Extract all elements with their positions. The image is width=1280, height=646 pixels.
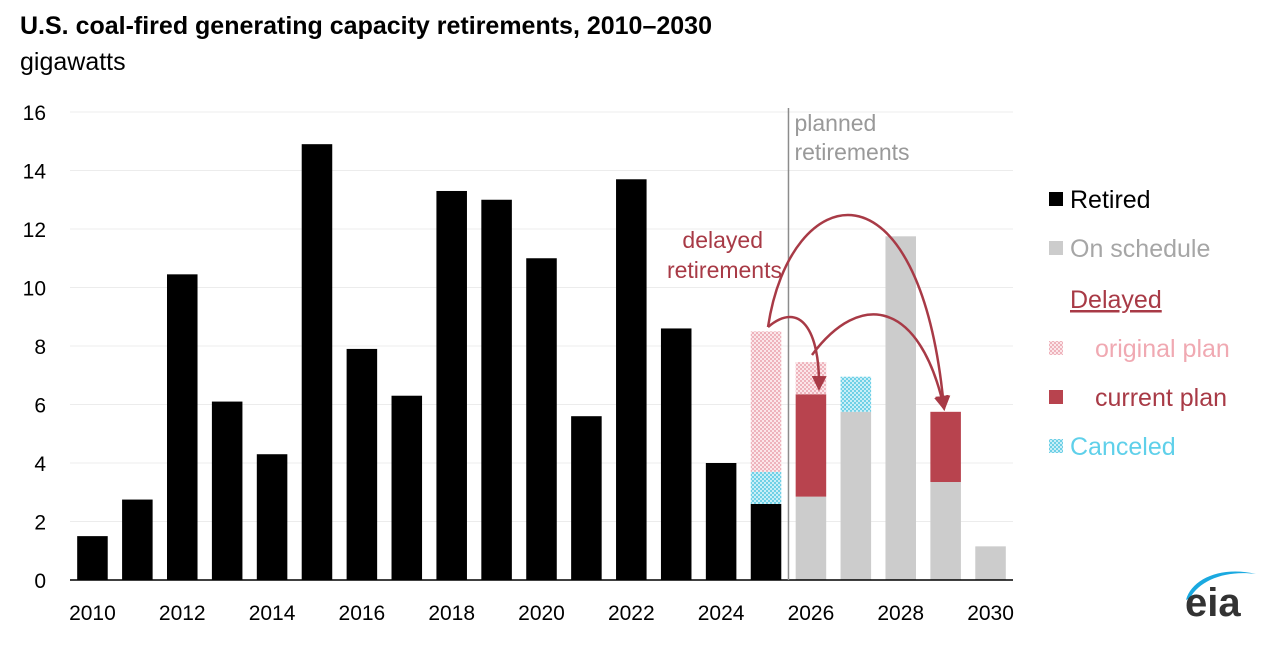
bar-on-schedule-2026 [795, 496, 827, 580]
x-tick-label: 2014 [249, 602, 296, 625]
legend-label-retired: Retired [1070, 186, 1151, 214]
bar-retired-2019 [481, 199, 512, 580]
delayed-label-line2: retirements [667, 257, 782, 283]
eia-logo: eia [1185, 571, 1256, 625]
bar-canceled-2027 [840, 376, 872, 412]
y-tick-label: 0 [34, 570, 46, 593]
delay-arrow-2025-to-2029 [766, 213, 951, 411]
x-tick-label: 2010 [69, 602, 116, 625]
bar-retired-2016 [346, 348, 378, 580]
eia-logo-swoosh [1186, 571, 1256, 600]
chart-title: U.S. coal-fired generating capacity reti… [20, 12, 712, 40]
y-tick-label: 16 [23, 102, 46, 125]
y-tick-label: 12 [23, 219, 46, 242]
y-tick-label: 6 [34, 395, 46, 418]
bar-retired-2014 [256, 454, 288, 580]
legend-label-delayed_header: Delayed [1070, 286, 1162, 314]
annotation-layer: planned retirements delayed retirements [667, 108, 951, 580]
delayed-label-line1: delayed [682, 227, 763, 253]
x-tick-label: 2024 [698, 602, 745, 625]
x-tick-label: 2012 [159, 602, 206, 625]
legend-swatch-onschedule [1049, 241, 1063, 255]
eia-logo-text: eia [1185, 581, 1241, 625]
bar-on-schedule-2028 [885, 236, 917, 580]
x-tick-label: 2030 [967, 602, 1014, 625]
chart-subtitle: gigawatts [20, 48, 126, 76]
bar-retired-2017 [391, 395, 423, 580]
x-tick-label: 2022 [608, 602, 655, 625]
legend-swatch-original [1049, 341, 1063, 355]
bar-current-plan-2026 [795, 394, 827, 497]
delay-arrow-2026-to-2029 [810, 313, 949, 411]
planned-label-line2: retirements [794, 139, 909, 165]
bars-layer [77, 144, 1006, 581]
legend-label-current: current plan [1095, 384, 1227, 412]
bar-retired-2015 [301, 144, 333, 581]
bar-retired-2010 [77, 536, 108, 580]
legend-label-original: original plan [1095, 335, 1230, 363]
x-tick-label: 2026 [788, 602, 835, 625]
bar-retired-2022 [616, 179, 647, 580]
bar-original-plan-2025 [750, 331, 782, 472]
bar-retired-2013 [211, 401, 243, 580]
y-tick-label: 14 [23, 161, 47, 184]
bar-retired-2025 [750, 503, 782, 580]
bar-current-plan-2029 [930, 411, 961, 483]
bar-retired-2020 [526, 258, 557, 580]
y-tick-label: 4 [34, 453, 46, 476]
delay-arrow-2025-to-2026 [767, 315, 827, 391]
bar-retired-2021 [571, 416, 602, 580]
y-tick-label: 8 [34, 336, 46, 359]
legend-label-onschedule: On schedule [1070, 235, 1210, 263]
bar-on-schedule-2029 [930, 482, 961, 580]
bar-retired-2012 [166, 274, 198, 580]
planned-label-line1: planned [794, 110, 876, 136]
legend-label-canceled: Canceled [1070, 433, 1176, 461]
legend-swatch-canceled [1049, 439, 1063, 453]
y-tick-label: 2 [34, 512, 46, 535]
legend-swatch-retired [1049, 192, 1063, 206]
bar-retired-2024 [705, 463, 737, 580]
x-tick-label: 2028 [877, 602, 924, 625]
legend: Retired On schedule Delayed original plan cu… [1049, 186, 1230, 461]
bar-on-schedule-2030 [975, 546, 1006, 580]
bar-canceled-2025 [750, 471, 782, 504]
x-tick-label: 2018 [428, 602, 475, 625]
bar-on-schedule-2027 [840, 411, 872, 580]
bar-retired-2011 [122, 499, 153, 580]
legend-swatch-current [1049, 390, 1063, 404]
x-tick-label: 2020 [518, 602, 565, 625]
axis-layer: 0 2 4 6 8 10 12 14 16 2010 2012 2014 2016 2018 2020 202… [23, 102, 1014, 625]
bar-retired-2018 [436, 190, 467, 580]
y-tick-label: 10 [23, 278, 46, 301]
bar-original-plan-2026 [795, 362, 827, 395]
bar-retired-2023 [660, 328, 692, 580]
x-tick-label: 2016 [339, 602, 386, 625]
